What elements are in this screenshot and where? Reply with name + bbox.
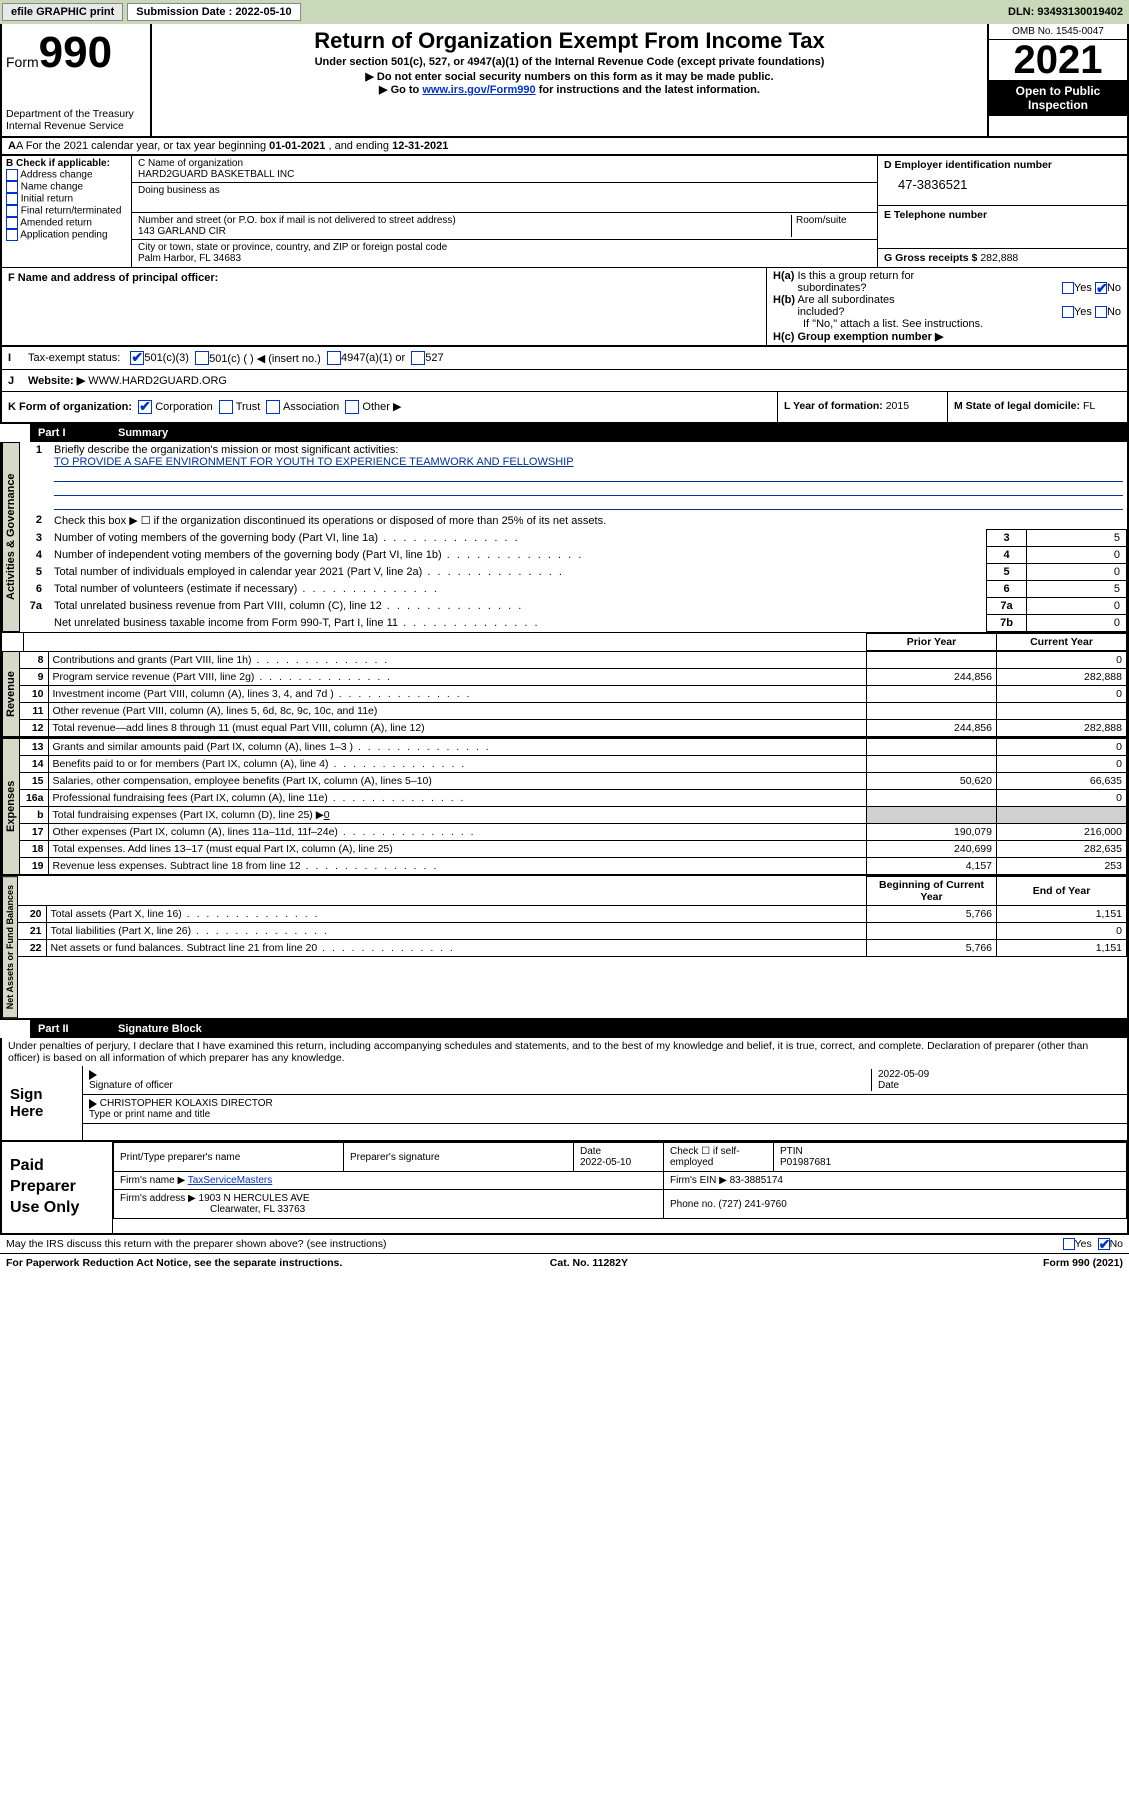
checkbox-trust[interactable] bbox=[219, 400, 233, 414]
discuss-row: May the IRS discuss this return with the… bbox=[0, 1235, 1129, 1253]
l7a-val: 0 bbox=[1027, 598, 1127, 615]
form-subtitle-3: ▶ Go to www.irs.gov/Form990 for instruct… bbox=[160, 83, 979, 96]
l7b-val: 0 bbox=[1027, 615, 1127, 632]
ha-yes[interactable] bbox=[1062, 282, 1074, 294]
checkbox-corporation[interactable] bbox=[138, 400, 152, 414]
checkbox-other[interactable] bbox=[345, 400, 359, 414]
paid-preparer-label: Paid Preparer Use Only bbox=[2, 1142, 112, 1232]
topbar: efile GRAPHIC print Submission Date : 20… bbox=[0, 0, 1129, 24]
line-a-tax-year: AA For the 2021 calendar year, or tax ye… bbox=[0, 138, 1129, 156]
checkbox-application-pending[interactable] bbox=[6, 229, 18, 241]
discuss-yes[interactable] bbox=[1063, 1238, 1075, 1250]
form-subtitle-2: ▶ Do not enter social security numbers o… bbox=[160, 70, 979, 83]
arrow-icon bbox=[89, 1070, 97, 1080]
section-governance: Activities & Governance 1 Briefly descri… bbox=[0, 442, 1129, 633]
hb-yes[interactable] bbox=[1062, 306, 1074, 318]
website-url: WWW.HARD2GUARD.ORG bbox=[88, 375, 227, 387]
tab-expenses: Expenses bbox=[2, 738, 20, 875]
checkbox-final-return[interactable] bbox=[6, 205, 18, 217]
section-expenses: Expenses 13Grants and similar amounts pa… bbox=[0, 738, 1129, 876]
principal-officer-label: F Name and address of principal officer: bbox=[8, 272, 218, 284]
tab-governance: Activities & Governance bbox=[2, 442, 20, 632]
col-c-org-info: C Name of organization HARD2GUARD BASKET… bbox=[132, 156, 877, 267]
footer-row: For Paperwork Reduction Act Notice, see … bbox=[0, 1253, 1129, 1272]
checkbox-501c[interactable] bbox=[195, 351, 209, 365]
form-number: Form990 bbox=[6, 28, 146, 78]
hb-no[interactable] bbox=[1095, 306, 1107, 318]
form-title: Return of Organization Exempt From Incom… bbox=[160, 28, 979, 54]
l5-val: 0 bbox=[1027, 564, 1127, 581]
checkbox-4947a1[interactable] bbox=[327, 351, 341, 365]
org-city: Palm Harbor, FL 34683 bbox=[138, 253, 241, 264]
signature-declaration: Under penalties of perjury, I declare th… bbox=[0, 1038, 1129, 1066]
firm-phone: (727) 241-9760 bbox=[718, 1199, 786, 1210]
checkbox-527[interactable] bbox=[411, 351, 425, 365]
dept-treasury: Department of the Treasury bbox=[6, 108, 146, 120]
section-bcde: B Check if applicable: Address change Na… bbox=[0, 156, 1129, 267]
paid-preparer-block: Paid Preparer Use Only Print/Type prepar… bbox=[0, 1142, 1129, 1234]
col-de: D Employer identification number 47-3836… bbox=[877, 156, 1127, 267]
org-address: 143 GARLAND CIR bbox=[138, 226, 226, 237]
row-j-website: J Website: ▶ WWW.HARD2GUARD.ORG bbox=[0, 370, 1129, 392]
form-subtitle-1: Under section 501(c), 527, or 4947(a)(1)… bbox=[160, 56, 979, 68]
instructions-link[interactable]: www.irs.gov/Form990 bbox=[422, 84, 535, 96]
submission-date: Submission Date : 2022-05-10 bbox=[127, 3, 300, 21]
tax-year: 2021 bbox=[989, 40, 1127, 80]
section-revenue: Revenue 8Contributions and grants (Part … bbox=[0, 651, 1129, 738]
officer-name: CHRISTOPHER KOLAXIS DIRECTOR bbox=[100, 1098, 273, 1109]
part1-header: Part I Summary bbox=[30, 424, 1129, 442]
ptin: P01987681 bbox=[780, 1157, 831, 1168]
dln-label: DLN: 93493130019402 bbox=[1008, 6, 1129, 18]
l3-val: 5 bbox=[1027, 530, 1127, 547]
discuss-no[interactable] bbox=[1098, 1238, 1110, 1250]
firm-ein: 83-3885174 bbox=[730, 1175, 783, 1186]
tab-net-assets: Net Assets or Fund Balances bbox=[2, 876, 18, 1018]
checkbox-association[interactable] bbox=[266, 400, 280, 414]
prior-year-header: Prior Year bbox=[867, 634, 997, 651]
col-b-checkboxes: B Check if applicable: Address change Na… bbox=[2, 156, 132, 267]
irs-label: Internal Revenue Service bbox=[6, 120, 146, 132]
sig-date: 2022-05-09 bbox=[878, 1069, 929, 1080]
tab-revenue: Revenue bbox=[2, 651, 20, 737]
state-domicile: FL bbox=[1083, 400, 1095, 412]
row-i-tax-exempt: I Tax-exempt status: 501(c)(3) 501(c) ( … bbox=[0, 347, 1129, 370]
checkbox-amended-return[interactable] bbox=[6, 217, 18, 229]
open-to-public-badge: Open to Public Inspection bbox=[989, 80, 1127, 116]
checkbox-address-change[interactable] bbox=[6, 169, 18, 181]
sign-here-block: Sign Here Signature of officer 2022-05-0… bbox=[0, 1066, 1129, 1142]
current-year-header: Current Year bbox=[997, 634, 1127, 651]
sign-here-label: Sign Here bbox=[2, 1066, 82, 1140]
org-name: HARD2GUARD BASKETBALL INC bbox=[138, 169, 294, 180]
l6-val: 5 bbox=[1027, 581, 1127, 598]
mission-text: TO PROVIDE A SAFE ENVIRONMENT FOR YOUTH … bbox=[54, 456, 574, 468]
efile-print-button[interactable]: efile GRAPHIC print bbox=[2, 3, 123, 21]
checkbox-initial-return[interactable] bbox=[6, 193, 18, 205]
arrow-icon bbox=[89, 1099, 97, 1109]
firm-name-link[interactable]: TaxServiceMasters bbox=[188, 1175, 272, 1186]
form-header: Form990 Department of the Treasury Inter… bbox=[0, 24, 1129, 138]
ha-no[interactable] bbox=[1095, 282, 1107, 294]
checkbox-501c3[interactable] bbox=[130, 351, 144, 365]
part2-header: Part II Signature Block bbox=[30, 1020, 1129, 1038]
ein-value: 47-3836521 bbox=[878, 174, 1127, 195]
gross-receipts: 282,888 bbox=[980, 252, 1018, 264]
l4-val: 0 bbox=[1027, 547, 1127, 564]
checkbox-name-change[interactable] bbox=[6, 181, 18, 193]
col-headers-row: Prior YearCurrent Year bbox=[0, 633, 1129, 651]
row-klm: K Form of organization: Corporation Trus… bbox=[0, 392, 1129, 424]
row-f-h: F Name and address of principal officer:… bbox=[0, 267, 1129, 347]
year-of-formation: 2015 bbox=[886, 400, 909, 412]
section-net-assets: Net Assets or Fund Balances Beginning of… bbox=[0, 876, 1129, 1020]
